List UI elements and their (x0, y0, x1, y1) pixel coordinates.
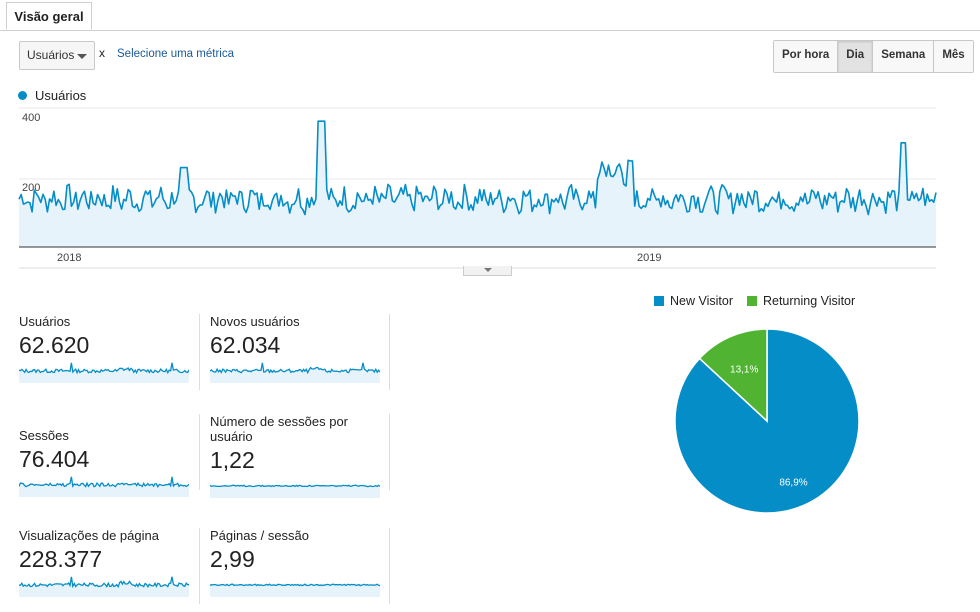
pie-slice-label: 86,9% (779, 478, 807, 489)
granularity-toggle: Por hora Dia Semana Mês (773, 40, 974, 73)
sparkline (18, 476, 190, 497)
metric-card-pages-per-session[interactable]: Páginas / sessão 2,99 (209, 528, 382, 602)
divider (199, 314, 200, 390)
metric-card-pageviews[interactable]: Visualizações de página 228.377 (18, 528, 191, 602)
metric-label: Novos usuários (210, 314, 300, 329)
divider (389, 528, 390, 604)
sparkline-fill (19, 476, 189, 497)
metric-label: Páginas / sessão (210, 528, 310, 543)
main-line-chart: 400 200 2018 2019 (18, 107, 937, 269)
collapse-chart-handle[interactable] (463, 266, 512, 276)
granularity-hour-button[interactable]: Por hora (774, 41, 839, 72)
sparkline-fill (19, 362, 189, 383)
metric-value: 1,22 (210, 447, 255, 473)
pie-legend-label: Returning Visitor (762, 294, 856, 308)
tab-overview[interactable]: Visão geral (6, 2, 92, 30)
metric-value: 62.034 (210, 332, 281, 358)
tab-bar: Visão geral (0, 0, 980, 31)
legend-swatch-icon (746, 296, 757, 306)
metric-card-new-users[interactable]: Novos usuários 62.034 (209, 314, 382, 388)
metric-dropdown-label: Usuários (27, 48, 75, 62)
metric-value: 62.620 (19, 332, 90, 358)
divider (199, 528, 200, 604)
y-tick-label: 400 (22, 112, 40, 124)
chevron-down-icon (77, 54, 87, 59)
sparkline-line (18, 476, 190, 488)
sparkline (18, 362, 190, 383)
x-tick-label: 2019 (637, 252, 661, 264)
legend-label: Usuários (35, 88, 87, 103)
sparkline (209, 583, 381, 597)
pie-slice-returning-visitor[interactable] (698, 328, 768, 423)
sparkline-fill (210, 584, 380, 597)
metric-label: Sessões (19, 428, 69, 443)
remove-metric-button[interactable]: x (99, 46, 105, 60)
series-line (18, 120, 937, 216)
chevron-down-icon (484, 268, 492, 272)
granularity-day-button[interactable]: Dia (838, 41, 874, 72)
pie-legend-item[interactable]: New Visitor (654, 294, 733, 308)
sparkline-line (209, 484, 381, 488)
metric-label: Usuários (19, 314, 71, 329)
sparkline-fill (19, 576, 189, 597)
sparkline-fill (210, 362, 380, 383)
metric-dropdown[interactable]: Usuários (19, 41, 95, 70)
metric-card-sessions[interactable]: Sessões 76.404 (18, 428, 191, 502)
legend-swatch-icon (654, 296, 664, 306)
metric-value: 76.404 (19, 446, 90, 472)
sparkline-line (18, 576, 189, 589)
divider (389, 314, 390, 390)
pie-legend-item[interactable]: Returning Visitor (746, 294, 856, 308)
pie-legend: New Visitor Returning Visitor (654, 294, 855, 308)
metric-card-users[interactable]: Usuários 62.620 (18, 314, 191, 388)
metric-value: 2,99 (210, 546, 255, 572)
sparkline-line (18, 362, 190, 375)
granularity-month-button[interactable]: Mês (934, 41, 973, 72)
sparkline (209, 362, 381, 383)
metric-label: Número de sessões por usuário (210, 414, 349, 444)
select-metric-link[interactable]: Selecione uma métrica (117, 48, 234, 60)
metric-card-sessions-per-user[interactable]: Número de sessões por usuário 1,22 (209, 414, 382, 503)
y-tick-label: 200 (22, 182, 40, 194)
pie-chart: 86,9% 13,1% (674, 328, 860, 514)
sparkline-line (209, 583, 381, 587)
area-fill (19, 121, 936, 247)
series-dot-icon (18, 91, 27, 100)
x-tick-label: 2018 (57, 252, 81, 264)
divider (389, 414, 390, 490)
granularity-week-button[interactable]: Semana (873, 41, 935, 72)
pie-legend-label: New Visitor (670, 294, 733, 308)
metric-label: Visualizações de página (19, 528, 159, 543)
divider (199, 414, 200, 490)
sparkline (209, 484, 381, 498)
pie-slice-label: 13,1% (730, 365, 758, 376)
metric-value: 228.377 (19, 546, 103, 572)
chart-legend: Usuários (18, 88, 86, 103)
sparkline-fill (210, 485, 380, 498)
sparkline (18, 576, 189, 597)
sparkline-line (209, 362, 381, 375)
